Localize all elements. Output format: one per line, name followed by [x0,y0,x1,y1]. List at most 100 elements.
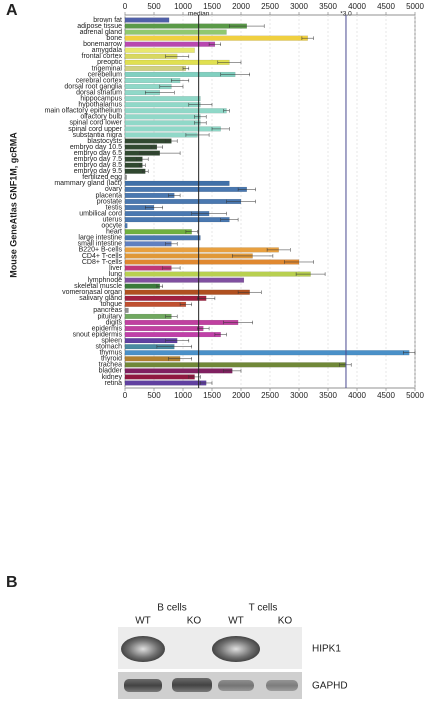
category-label: large intestine [78,235,122,242]
x-tick-label: 3000 [290,391,308,400]
x-tick-label: 500 [147,391,161,400]
lane-label: KO [187,616,202,627]
error-bar [301,36,314,40]
category-label: snout epidermis [73,331,123,338]
panel-label: B [6,574,18,591]
bar [124,29,227,35]
error-bar [266,248,291,252]
bar [124,71,236,77]
bar [124,368,233,374]
bar [124,198,242,205]
bar [124,362,346,368]
error-bar [237,290,262,295]
category-label: umbilical cord [79,210,122,217]
category-label: digits [106,319,123,326]
error-bar [226,199,256,204]
bar [124,247,279,253]
bar [124,120,201,126]
group-label: B cells [157,603,186,614]
blot-band [266,680,298,691]
bar [124,229,192,235]
category-label: small intestine [78,241,122,248]
category-label: salivary gland [79,295,122,302]
bar [124,241,172,247]
x-tick-label: 2000 [232,391,250,400]
error-bar [229,24,265,28]
error-bar [220,72,250,77]
error-bar [208,42,221,47]
error-bar [194,115,207,119]
category-label: spinal cord upper [68,126,122,133]
category-label: blastocysts [87,138,122,145]
category-label: spinal cord lower [69,120,122,127]
category-label: oocyte [101,223,122,230]
bar [124,138,172,144]
error-bar [223,108,230,113]
lane-label: WT [228,616,244,627]
bar [124,374,195,380]
bar [124,350,410,356]
error-bar [223,320,253,325]
bar [124,301,187,307]
category-label: spleen [101,337,122,344]
category-label: bladder [99,368,123,375]
error-bar [185,133,210,137]
bar [124,289,250,295]
bar [124,283,160,289]
category-label: cerebellum [88,71,122,78]
x-tick-label: 1500 [203,2,221,11]
bar [124,307,129,313]
error-bar [165,139,178,143]
category-label: mammary gland (lact) [54,180,122,187]
bar [124,180,230,186]
category-label: pancreas [93,307,122,314]
category-label: kidney [102,374,123,381]
error-bar [168,356,192,361]
x-tick-label: 4500 [377,2,395,11]
category-label: trigeminal [92,65,123,72]
category-label: ovary [105,186,123,193]
band-label: HIPK1 [312,644,341,655]
error-bar [197,296,216,301]
blot-band [124,679,162,692]
bar [124,174,127,180]
reference-label: *3.0 [340,11,352,18]
bar [124,186,247,192]
category-label: dorsal striatum [76,89,122,96]
error-bar [182,66,190,71]
category-label: bonemarrow [83,41,123,48]
bar [124,277,245,283]
error-bar [165,338,190,343]
bar [124,217,230,223]
x-tick-label: 3500 [319,391,337,400]
x-tick-label: 3500 [319,2,337,11]
blot-band [218,680,254,691]
bar [124,96,201,102]
bar [124,59,230,65]
bar [124,271,311,277]
reference-label: median [188,11,210,18]
category-label: embryo day 8.5 [74,162,122,169]
error-bar [159,84,184,89]
plot-area: 0 0 500 500 1000 1000 1500 1500 2000 2000 2500 2500… [45,2,425,400]
bar [124,17,170,23]
category-label: B220+ B-cells [79,247,123,254]
error-bar [142,169,149,174]
category-label: adipose tissue [77,23,122,30]
category-label: hypothalamus [78,102,122,109]
panel-label: A [6,2,18,19]
x-tick-label: 0 [123,391,128,400]
category-label: fertilized egg [82,174,122,181]
error-bar [185,229,198,234]
category-label: vomeronasal organ [62,289,122,296]
error-bar [200,381,213,385]
error-bar [284,260,314,264]
bar [124,235,201,241]
bar [124,319,239,325]
error-bar [165,54,190,59]
error-bar [339,363,352,367]
group-label: T cells [249,603,278,614]
error-bar [168,193,181,198]
x-tick-label: 4000 [348,2,366,11]
blot-band [121,636,165,662]
